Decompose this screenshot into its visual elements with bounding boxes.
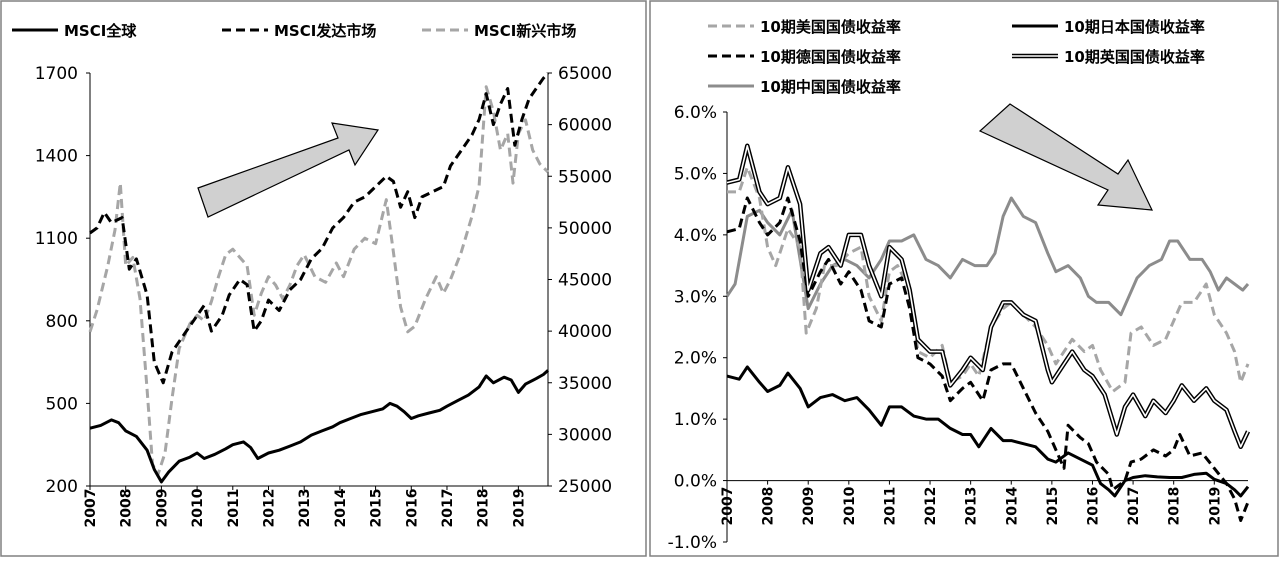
msci-x-tick-label: 2011 [226,489,242,528]
msci-x-tick-label: 2016 [404,489,420,528]
yield-y-tick-label: 0.0% [674,472,717,492]
msci-x-tick-label: 2012 [261,489,277,528]
msci-x-tick-label: 2013 [297,489,313,528]
msci-left-tick-label: 200 [46,477,78,497]
yield-x-tick-label: 2007 [720,487,736,526]
yield-y-tick-label: 6.0% [674,103,717,123]
yield-x-tick-label: 2015 [1045,487,1061,526]
yield-legend-label-2: 10期德国国债收益率 [760,48,901,66]
msci-right-tick-label: 35000 [558,374,612,394]
yield-y-tick-label: -1.0% [668,533,717,553]
yield-legend-label-1: 10期日本国债收益率 [1064,18,1205,36]
yield-series-line-3-inner [726,145,1249,448]
msci-right-tick-label: 60000 [558,116,612,136]
msci-left-tick-label: 800 [46,312,78,332]
yield-y-tick-label: 1.0% [674,410,717,430]
yield-x-tick-label: 2008 [761,487,777,526]
msci-legend-label-2: MSCI新兴市场 [474,22,576,40]
msci-left-tick-label: 1100 [35,229,78,249]
msci-series-line-0 [89,369,549,484]
yield-y-tick-label: 3.0% [674,287,717,307]
msci-left-tick-label: 1400 [35,147,78,167]
yield-x-tick-label: 2009 [801,487,817,526]
yield-legend-label-3: 10期英国国债收益率 [1064,48,1205,66]
msci-x-tick-label: 2014 [333,488,349,527]
yield-y-tick-label: 5.0% [674,164,717,184]
yield-x-tick-label: 2018 [1167,487,1183,526]
yield-series-line-2 [726,196,1250,522]
msci-right-tick-label: 50000 [558,219,612,239]
yield-x-tick-label: 2011 [882,487,898,526]
right-panel-frame [649,0,1279,557]
yield-downward-arrow-icon [978,103,1153,211]
msci-index-chart: 1700 1400 1100 800 500 200 65000 60000 55000 5000… [12,22,612,527]
msci-x-tick-label: 2015 [369,489,385,528]
yield-x-tick-label: 2017 [1126,487,1142,526]
msci-right-tick-label: 65000 [558,64,612,84]
left-panel-frame [0,0,647,557]
yield-x-tick-label: 2012 [923,487,939,526]
msci-x-tick-label: 2008 [119,489,135,528]
msci-right-tick-label: 55000 [558,167,612,187]
msci-x-tick-label: 2009 [154,489,170,528]
msci-x-tick-label: 2010 [190,488,206,527]
msci-legend-label-1: MSCI发达市场 [274,22,376,40]
bond-yield-chart: 6.0% 5.0% 4.0% 3.0% 2.0% 1.0% 0.0% -1.0%2007 200… [668,18,1251,553]
yield-y-tick-label: 4.0% [674,226,717,246]
msci-x-tick-label: 2017 [440,489,456,528]
msci-left-tick-label: 1700 [35,64,78,84]
yield-series-line-1 [726,365,1250,498]
msci-right-tick-label: 45000 [558,271,612,291]
msci-left-tick-label: 500 [46,394,78,414]
yield-x-tick-label: 2019 [1207,487,1223,526]
yield-series-line-4 [725,196,1250,317]
yield-x-tick-label: 2014 [1004,486,1020,525]
msci-x-tick-label: 2018 [476,489,492,528]
msci-legend-label-0: MSCI全球 [64,22,137,40]
yield-y-tick-label: 2.0% [674,349,717,369]
msci-right-tick-label: 25000 [558,477,612,497]
yield-legend-label-0: 10期美国国债收益率 [760,18,901,36]
yield-x-tick-label: 2013 [964,487,980,526]
msci-upward-arrow-icon [197,122,380,218]
yield-x-tick-label: 2016 [1085,487,1101,526]
yield-legend-label-4: 10期中国国债收益率 [760,78,901,96]
msci-right-tick-label: 30000 [558,425,612,445]
yield-x-tick-label: 2010 [842,486,858,525]
msci-x-tick-label: 2019 [511,489,527,528]
msci-x-tick-label: 2007 [83,489,99,528]
msci-series-line-1 [89,72,550,385]
msci-right-tick-label: 40000 [558,322,612,342]
